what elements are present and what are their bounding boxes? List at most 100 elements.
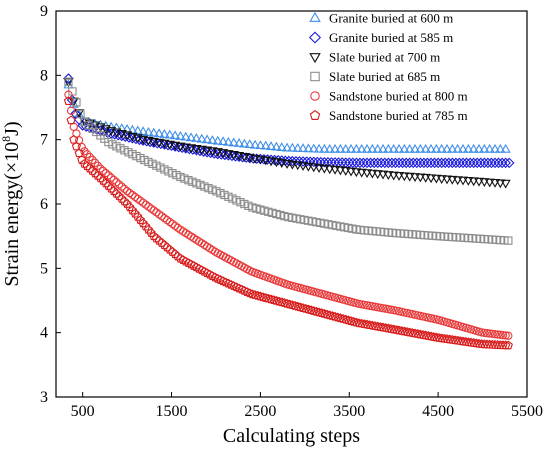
data-point [63, 78, 74, 88]
data-point [407, 157, 419, 169]
data-point [276, 159, 287, 169]
data-point [383, 171, 394, 180]
data-point [207, 147, 218, 157]
data-point [447, 157, 458, 169]
data-point [393, 143, 405, 153]
plot-area: 500 1500 2500 3500 4500 5500 3 4 5 6 7 8 9 [40, 3, 543, 420]
data-point [196, 133, 207, 143]
data-point [432, 157, 444, 169]
data-point [207, 135, 218, 144]
data-point [480, 328, 489, 338]
data-point [324, 143, 335, 153]
data-point [500, 143, 511, 153]
data-point [168, 219, 177, 229]
data-point [276, 142, 287, 151]
data-point [351, 157, 362, 169]
data-point [260, 156, 271, 166]
data-point [473, 143, 485, 153]
data-point [287, 155, 298, 167]
data-point [198, 146, 209, 157]
data-point [212, 135, 223, 145]
data-point [482, 329, 492, 338]
x-axis: 500 1500 2500 3500 4500 5500 [71, 392, 543, 420]
data-point [303, 162, 314, 172]
data-point [187, 144, 199, 155]
data-point [69, 134, 79, 144]
data-point [201, 134, 213, 144]
data-point [77, 155, 87, 164]
data-point [191, 144, 202, 154]
data-point [297, 143, 309, 153]
data-point [441, 175, 453, 185]
data-point [127, 205, 138, 215]
series-3 [63, 78, 511, 189]
data-point [117, 182, 126, 191]
y-tick-label: 5 [40, 260, 48, 277]
data-point [154, 210, 164, 219]
data-point [153, 138, 165, 148]
data-point [393, 157, 405, 169]
data-point [98, 166, 108, 176]
series-layer [63, 73, 515, 350]
data-point [72, 98, 81, 107]
legend-label: Granite buried at 585 m [329, 30, 453, 45]
data-point [388, 143, 399, 153]
data-point [265, 157, 277, 167]
data-point [176, 142, 188, 153]
data-point [383, 157, 394, 169]
data-point [404, 157, 415, 169]
data-point [482, 157, 494, 169]
data-point [90, 158, 100, 167]
data-point [143, 136, 154, 146]
data-point [397, 157, 408, 169]
data-point [152, 137, 163, 149]
data-point [329, 143, 341, 153]
x-tick-label: 500 [71, 403, 95, 420]
data-point [74, 148, 84, 158]
data-point [228, 137, 239, 147]
data-point [155, 138, 167, 150]
data-point [281, 142, 293, 152]
data-point [216, 149, 227, 160]
legend-item: Slate buried at 685 m [310, 69, 440, 84]
data-point [122, 199, 132, 208]
data-point [146, 204, 156, 213]
y-tick-label: 6 [40, 196, 48, 213]
data-point [109, 175, 118, 185]
data-point [415, 157, 426, 169]
x-tick-label: 1500 [156, 403, 188, 420]
data-point [169, 141, 181, 151]
data-point [132, 125, 143, 135]
data-point [230, 151, 241, 162]
data-point [425, 143, 437, 153]
x-tick-label: 2500 [244, 403, 276, 420]
data-point [104, 171, 113, 180]
data-point [490, 330, 500, 339]
data-point [493, 330, 502, 339]
legend: Granite buried at 600 m Granite buried at… [308, 11, 468, 123]
data-point [153, 128, 165, 138]
data-point [375, 157, 387, 169]
x-tick-label: 4500 [422, 403, 454, 420]
data-point [212, 148, 223, 157]
legend-item: Sandstone buried at 800 m [310, 89, 468, 104]
data-point [422, 157, 433, 169]
data-point [144, 202, 153, 211]
data-point [304, 156, 316, 168]
data-point [185, 144, 197, 154]
legend-marker [308, 31, 322, 44]
data-point [303, 143, 314, 153]
y-axis-title-sup: 8 [0, 136, 13, 142]
data-point [356, 168, 367, 178]
data-point [217, 149, 229, 158]
data-point [184, 143, 195, 155]
data-point [143, 126, 154, 136]
data-point [468, 143, 479, 153]
data-point [450, 157, 462, 169]
data-point [185, 132, 197, 142]
data-point [447, 175, 458, 185]
data-point [311, 156, 323, 168]
data-point [191, 133, 202, 142]
data-point [244, 139, 255, 149]
data-point [169, 130, 181, 140]
